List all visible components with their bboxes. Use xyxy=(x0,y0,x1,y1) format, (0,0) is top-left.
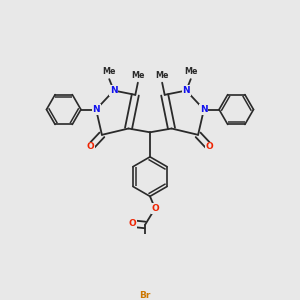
Text: N: N xyxy=(110,86,118,95)
Text: O: O xyxy=(129,219,137,228)
Text: N: N xyxy=(200,105,208,114)
Text: Me: Me xyxy=(155,70,169,80)
Text: O: O xyxy=(87,142,94,152)
Text: Me: Me xyxy=(131,70,145,80)
Text: N: N xyxy=(92,105,100,114)
Text: Me: Me xyxy=(103,67,116,76)
Text: Br: Br xyxy=(139,291,151,300)
Text: Me: Me xyxy=(184,67,197,76)
Text: N: N xyxy=(182,86,190,95)
Text: O: O xyxy=(151,204,159,213)
Text: O: O xyxy=(206,142,213,152)
